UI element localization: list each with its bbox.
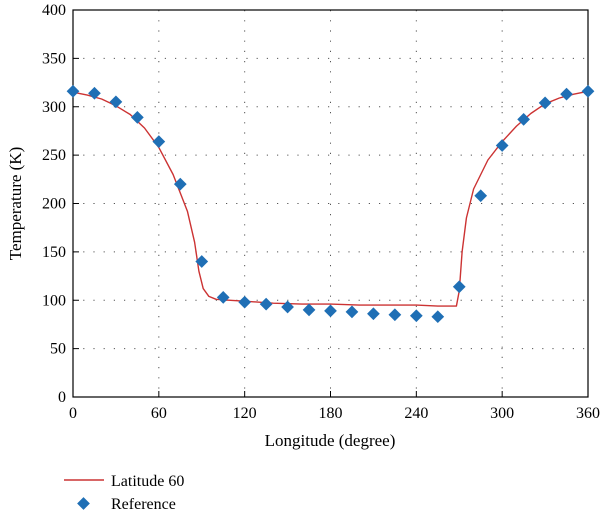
legend: Latitude 60 Reference xyxy=(64,473,184,513)
x-tick-label: 240 xyxy=(404,405,428,422)
reference-point xyxy=(109,95,123,109)
reference-point xyxy=(152,135,166,148)
reference-point xyxy=(581,84,595,98)
x-tick-label: 360 xyxy=(576,405,600,422)
reference-point xyxy=(302,303,316,317)
reference-point xyxy=(238,295,252,309)
reference-point xyxy=(259,297,273,311)
reference-point xyxy=(388,308,402,322)
plot-frame xyxy=(72,9,589,398)
reference-point xyxy=(560,87,573,101)
reference-point xyxy=(431,310,445,324)
reference-point xyxy=(173,177,187,191)
y-tick-label: 250 xyxy=(42,147,66,164)
reference-point xyxy=(216,290,230,304)
series-line-latitude-60 xyxy=(72,90,589,307)
y-tick-label: 100 xyxy=(42,292,66,309)
x-tick-label: 0 xyxy=(69,405,77,422)
x-tick-label: 180 xyxy=(319,405,343,422)
legend-label-reference: Reference xyxy=(111,496,176,513)
legend-label-latitude-60: Latitude 60 xyxy=(111,473,184,490)
y-tick-label: 150 xyxy=(42,244,66,261)
legend-marker-swatch xyxy=(77,497,90,510)
reference-point xyxy=(324,304,337,318)
grid xyxy=(73,10,588,397)
y-tick-label: 350 xyxy=(42,50,66,67)
y-tick-label: 0 xyxy=(58,389,66,406)
reference-point xyxy=(66,84,80,98)
y-tick-label: 50 xyxy=(50,341,66,358)
reference-point xyxy=(474,189,488,203)
reference-point xyxy=(409,309,423,323)
axis-ticks: 0 60 120 180 240 300 360 0 50 100 150 200 250 300 350 4… xyxy=(42,2,600,422)
x-tick-label: 60 xyxy=(151,405,167,422)
reference-point xyxy=(131,111,144,124)
reference-point xyxy=(281,300,294,314)
reference-point xyxy=(195,255,209,268)
y-tick-label: 200 xyxy=(42,196,66,213)
reference-point xyxy=(345,305,359,319)
reference-point xyxy=(452,280,466,294)
reference-point xyxy=(495,139,509,152)
reference-point xyxy=(367,307,380,321)
y-axis-label: Temperature (K) xyxy=(6,147,25,261)
x-axis-label: Longitude (degree) xyxy=(265,431,396,450)
x-tick-label: 300 xyxy=(490,405,514,422)
y-tick-label: 300 xyxy=(42,99,66,116)
y-tick-label: 400 xyxy=(42,2,66,19)
x-tick-label: 120 xyxy=(233,405,257,422)
